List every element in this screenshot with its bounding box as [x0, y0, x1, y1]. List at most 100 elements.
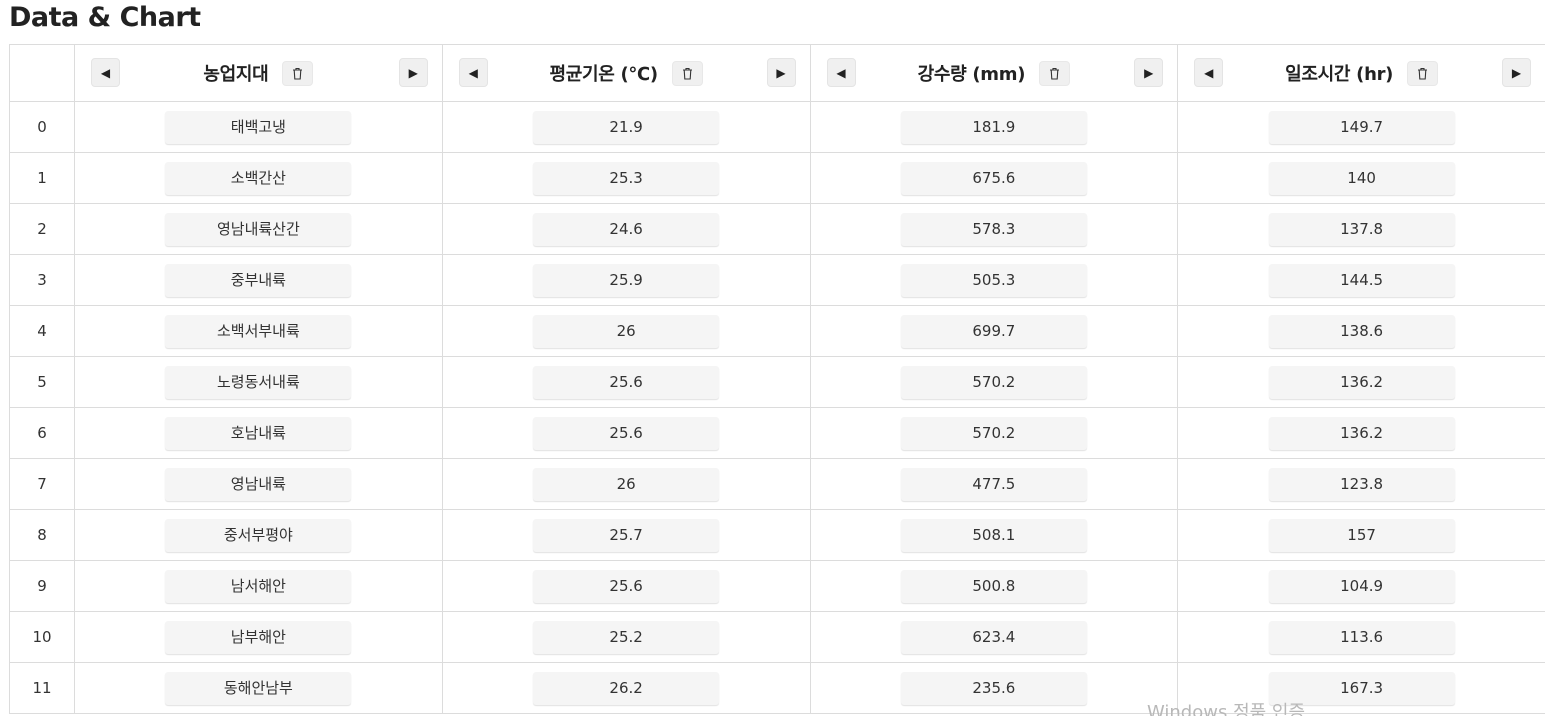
- table-row: 6 호남내륙 25.6 570.2 136.2: [9, 407, 1545, 459]
- cell-value-button[interactable]: 동해안남부: [165, 671, 352, 705]
- table-cell: 570.2: [809, 407, 1179, 459]
- table-cell: 25.7: [441, 509, 811, 561]
- move-column-left-button[interactable]: ◀: [826, 58, 856, 87]
- cell-value-button[interactable]: 181.9: [900, 110, 1087, 144]
- table-row: 11 동해안남부 26.2 235.6 167.3: [9, 662, 1545, 714]
- table-cell: 123.8: [1177, 458, 1545, 510]
- triangle-right-icon: ▶: [1511, 65, 1522, 80]
- cell-value-button[interactable]: 699.7: [900, 314, 1087, 348]
- table-cell: 699.7: [809, 305, 1179, 357]
- move-column-right-button[interactable]: ▶: [766, 58, 796, 87]
- delete-column-button[interactable]: [671, 60, 703, 86]
- cell-value-button[interactable]: 25.9: [533, 263, 720, 297]
- cell-value-button[interactable]: 노령동서내륙: [165, 365, 352, 399]
- delete-column-button[interactable]: [1039, 60, 1071, 86]
- table-cell: 소백서부내륙: [74, 305, 443, 357]
- cell-value-button[interactable]: 25.6: [533, 365, 720, 399]
- cell-value-button[interactable]: 144.5: [1268, 263, 1455, 297]
- cell-value-button[interactable]: 508.1: [900, 518, 1087, 552]
- table-cell: 태백고냉: [74, 101, 443, 153]
- table-row: 1 소백간산 25.3 675.6 140: [9, 152, 1545, 204]
- table-row: 2 영남내륙산간 24.6 578.3 137.8: [9, 203, 1545, 255]
- move-column-right-button[interactable]: ▶: [1502, 58, 1531, 87]
- cell-value-button[interactable]: 675.6: [900, 161, 1087, 195]
- row-index: 4: [9, 305, 75, 357]
- cell-value-button[interactable]: 영남내륙: [165, 467, 352, 501]
- table-cell: 113.6: [1177, 611, 1545, 663]
- cell-value-button[interactable]: 623.4: [900, 620, 1087, 654]
- cell-value-button[interactable]: 영남내륙산간: [165, 212, 352, 246]
- table-cell: 26: [441, 458, 811, 510]
- cell-value-button[interactable]: 26: [533, 314, 720, 348]
- triangle-right-icon: ▶: [408, 65, 418, 80]
- move-column-left-button[interactable]: ◀: [1194, 58, 1224, 87]
- cell-value-button[interactable]: 25.2: [533, 620, 720, 654]
- cell-value-button[interactable]: 25.6: [533, 569, 720, 603]
- cell-value-button[interactable]: 21.9: [533, 110, 720, 144]
- cell-value-button[interactable]: 26: [533, 467, 720, 501]
- cell-value-button[interactable]: 소백간산: [165, 161, 352, 195]
- cell-value-button[interactable]: 26.2: [533, 671, 720, 705]
- move-column-right-button[interactable]: ▶: [398, 58, 428, 87]
- row-index: 6: [9, 407, 75, 459]
- cell-value-button[interactable]: 24.6: [533, 212, 720, 246]
- cell-value-button[interactable]: 호남내륙: [165, 416, 352, 450]
- column-header-0: ◀ 농업지대 ▶: [74, 44, 443, 102]
- delete-column-button[interactable]: [1407, 60, 1439, 86]
- table-cell: 136.2: [1177, 356, 1545, 408]
- delete-column-button[interactable]: [282, 60, 314, 86]
- table-cell: 중부내륙: [74, 254, 443, 306]
- cell-value-button[interactable]: 25.6: [533, 416, 720, 450]
- cell-value-button[interactable]: 113.6: [1268, 620, 1455, 654]
- cell-value-button[interactable]: 477.5: [900, 467, 1087, 501]
- table-cell: 140: [1177, 152, 1545, 204]
- cell-value-button[interactable]: 136.2: [1268, 416, 1455, 450]
- cell-value-button[interactable]: 167.3: [1268, 671, 1455, 705]
- cell-value-button[interactable]: 25.3: [533, 161, 720, 195]
- triangle-left-icon: ◀: [468, 65, 478, 80]
- cell-value-button[interactable]: 500.8: [900, 569, 1087, 603]
- table-cell: 167.3: [1177, 662, 1545, 714]
- triangle-right-icon: ▶: [1144, 65, 1154, 80]
- cell-value-button[interactable]: 140: [1268, 161, 1455, 195]
- cell-value-button[interactable]: 중부내륙: [165, 263, 352, 297]
- move-column-left-button[interactable]: ◀: [91, 58, 120, 87]
- cell-value-button[interactable]: 149.7: [1268, 110, 1455, 144]
- cell-value-button[interactable]: 태백고냉: [165, 110, 352, 144]
- cell-value-button[interactable]: 중서부평야: [165, 518, 352, 552]
- move-column-right-button[interactable]: ▶: [1134, 58, 1164, 87]
- column-header-center: 농업지대: [203, 60, 314, 86]
- move-column-left-button[interactable]: ◀: [458, 58, 488, 87]
- cell-value-button[interactable]: 570.2: [900, 416, 1087, 450]
- cell-value-button[interactable]: 138.6: [1268, 314, 1455, 348]
- table-cell: 21.9: [441, 101, 811, 153]
- cell-value-button[interactable]: 25.7: [533, 518, 720, 552]
- cell-value-button[interactable]: 570.2: [900, 365, 1087, 399]
- cell-value-button[interactable]: 소백서부내륙: [165, 314, 352, 348]
- table-cell: 남서해안: [74, 560, 443, 612]
- cell-value-button[interactable]: 123.8: [1268, 467, 1455, 501]
- column-header-center: 일조시간 (hr): [1285, 60, 1439, 86]
- column-header-label: 평균기온 (℃): [549, 64, 658, 85]
- table-body: 0 태백고냉 21.9 181.9 149.7 1 소백간산 25.3 675.6 140 2 영남내…: [9, 101, 1545, 714]
- table-cell: 25.6: [441, 560, 811, 612]
- cell-value-button[interactable]: 137.8: [1268, 212, 1455, 246]
- cell-value-button[interactable]: 남부해안: [165, 620, 352, 654]
- cell-value-button[interactable]: 235.6: [900, 671, 1087, 705]
- table-cell: 505.3: [809, 254, 1179, 306]
- table-row: 7 영남내륙 26 477.5 123.8: [9, 458, 1545, 510]
- row-index: 7: [9, 458, 75, 510]
- table-cell: 남부해안: [74, 611, 443, 663]
- cell-value-button[interactable]: 157: [1268, 518, 1455, 552]
- cell-value-button[interactable]: 136.2: [1268, 365, 1455, 399]
- table-cell: 노령동서내륙: [74, 356, 443, 408]
- row-index: 1: [9, 152, 75, 204]
- cell-value-button[interactable]: 578.3: [900, 212, 1087, 246]
- column-header-1: ◀ 평균기온 (℃) ▶: [441, 44, 811, 102]
- table-cell: 508.1: [809, 509, 1179, 561]
- column-header-center: 평균기온 (℃): [549, 60, 703, 86]
- cell-value-button[interactable]: 505.3: [900, 263, 1087, 297]
- cell-value-button[interactable]: 남서해안: [165, 569, 352, 603]
- cell-value-button[interactable]: 104.9: [1268, 569, 1455, 603]
